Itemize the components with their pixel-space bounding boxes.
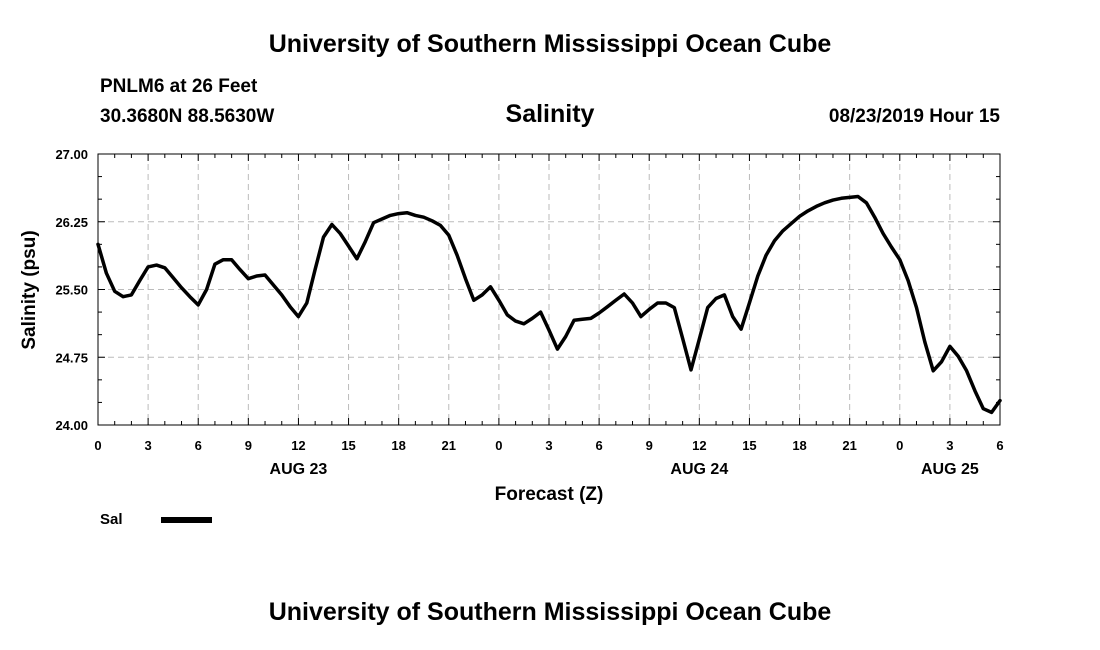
legend: Sal	[100, 511, 212, 528]
x-tick-label: 12	[291, 438, 305, 453]
x-tick-label: 21	[442, 438, 456, 453]
y-tick-label: 25.50	[55, 283, 88, 298]
y-tick-label: 24.75	[55, 350, 88, 365]
x-tick-label: 6	[595, 438, 602, 453]
x-day-label: AUG 24	[670, 461, 728, 478]
series-layer	[96, 194, 1002, 415]
y-tick-label: 24.00	[55, 418, 88, 433]
x-tick-label: 3	[545, 438, 552, 453]
chart-footer-title: University of Southern Mississippi Ocean…	[268, 598, 832, 626]
x-tick-label: 15	[742, 438, 756, 453]
x-tick-label: 12	[692, 438, 706, 453]
y-tick-label: 26.25	[55, 215, 88, 230]
coordinates-label: 30.3680N 88.5630W	[100, 106, 275, 127]
x-tick-label: 6	[996, 438, 1003, 453]
forecast-timestamp: 08/23/2019 Hour 15	[828, 106, 1000, 127]
chart-title: Salinity	[505, 100, 595, 128]
series-line-sal	[96, 194, 1002, 415]
station-label: PNLM6 at 26 Feet	[100, 76, 258, 97]
x-tick-label: 3	[946, 438, 953, 453]
x-tick-label: 0	[94, 438, 101, 453]
x-tick-label: 15	[341, 438, 355, 453]
x-tick-label: 0	[495, 438, 502, 453]
x-tick-label: 18	[391, 438, 405, 453]
labels-layer: 0 3 6 9 12 15 18 21 0 3 6 9 12 15 18 21 0 3 6 AUG 23 AUG 24 A…	[55, 147, 1003, 478]
y-axis-title: Salinity (psu)	[19, 230, 40, 349]
x-day-label: AUG 25	[921, 461, 979, 478]
x-tick-label: 6	[195, 438, 202, 453]
x-tick-label: 9	[245, 438, 252, 453]
x-day-label: AUG 23	[270, 461, 328, 478]
x-tick-label: 21	[842, 438, 856, 453]
x-tick-label: 18	[792, 438, 806, 453]
x-tick-label: 9	[646, 438, 653, 453]
x-tick-label: 3	[144, 438, 151, 453]
grid-layer	[98, 154, 1000, 425]
legend-label-sal: Sal	[100, 511, 123, 528]
y-tick-label: 27.00	[55, 147, 88, 162]
x-axis-title: Forecast (Z)	[495, 484, 604, 505]
x-tick-label: 0	[896, 438, 903, 453]
chart-header-title: University of Southern Mississippi Ocean…	[268, 30, 832, 58]
axes-layer	[97, 153, 1001, 426]
